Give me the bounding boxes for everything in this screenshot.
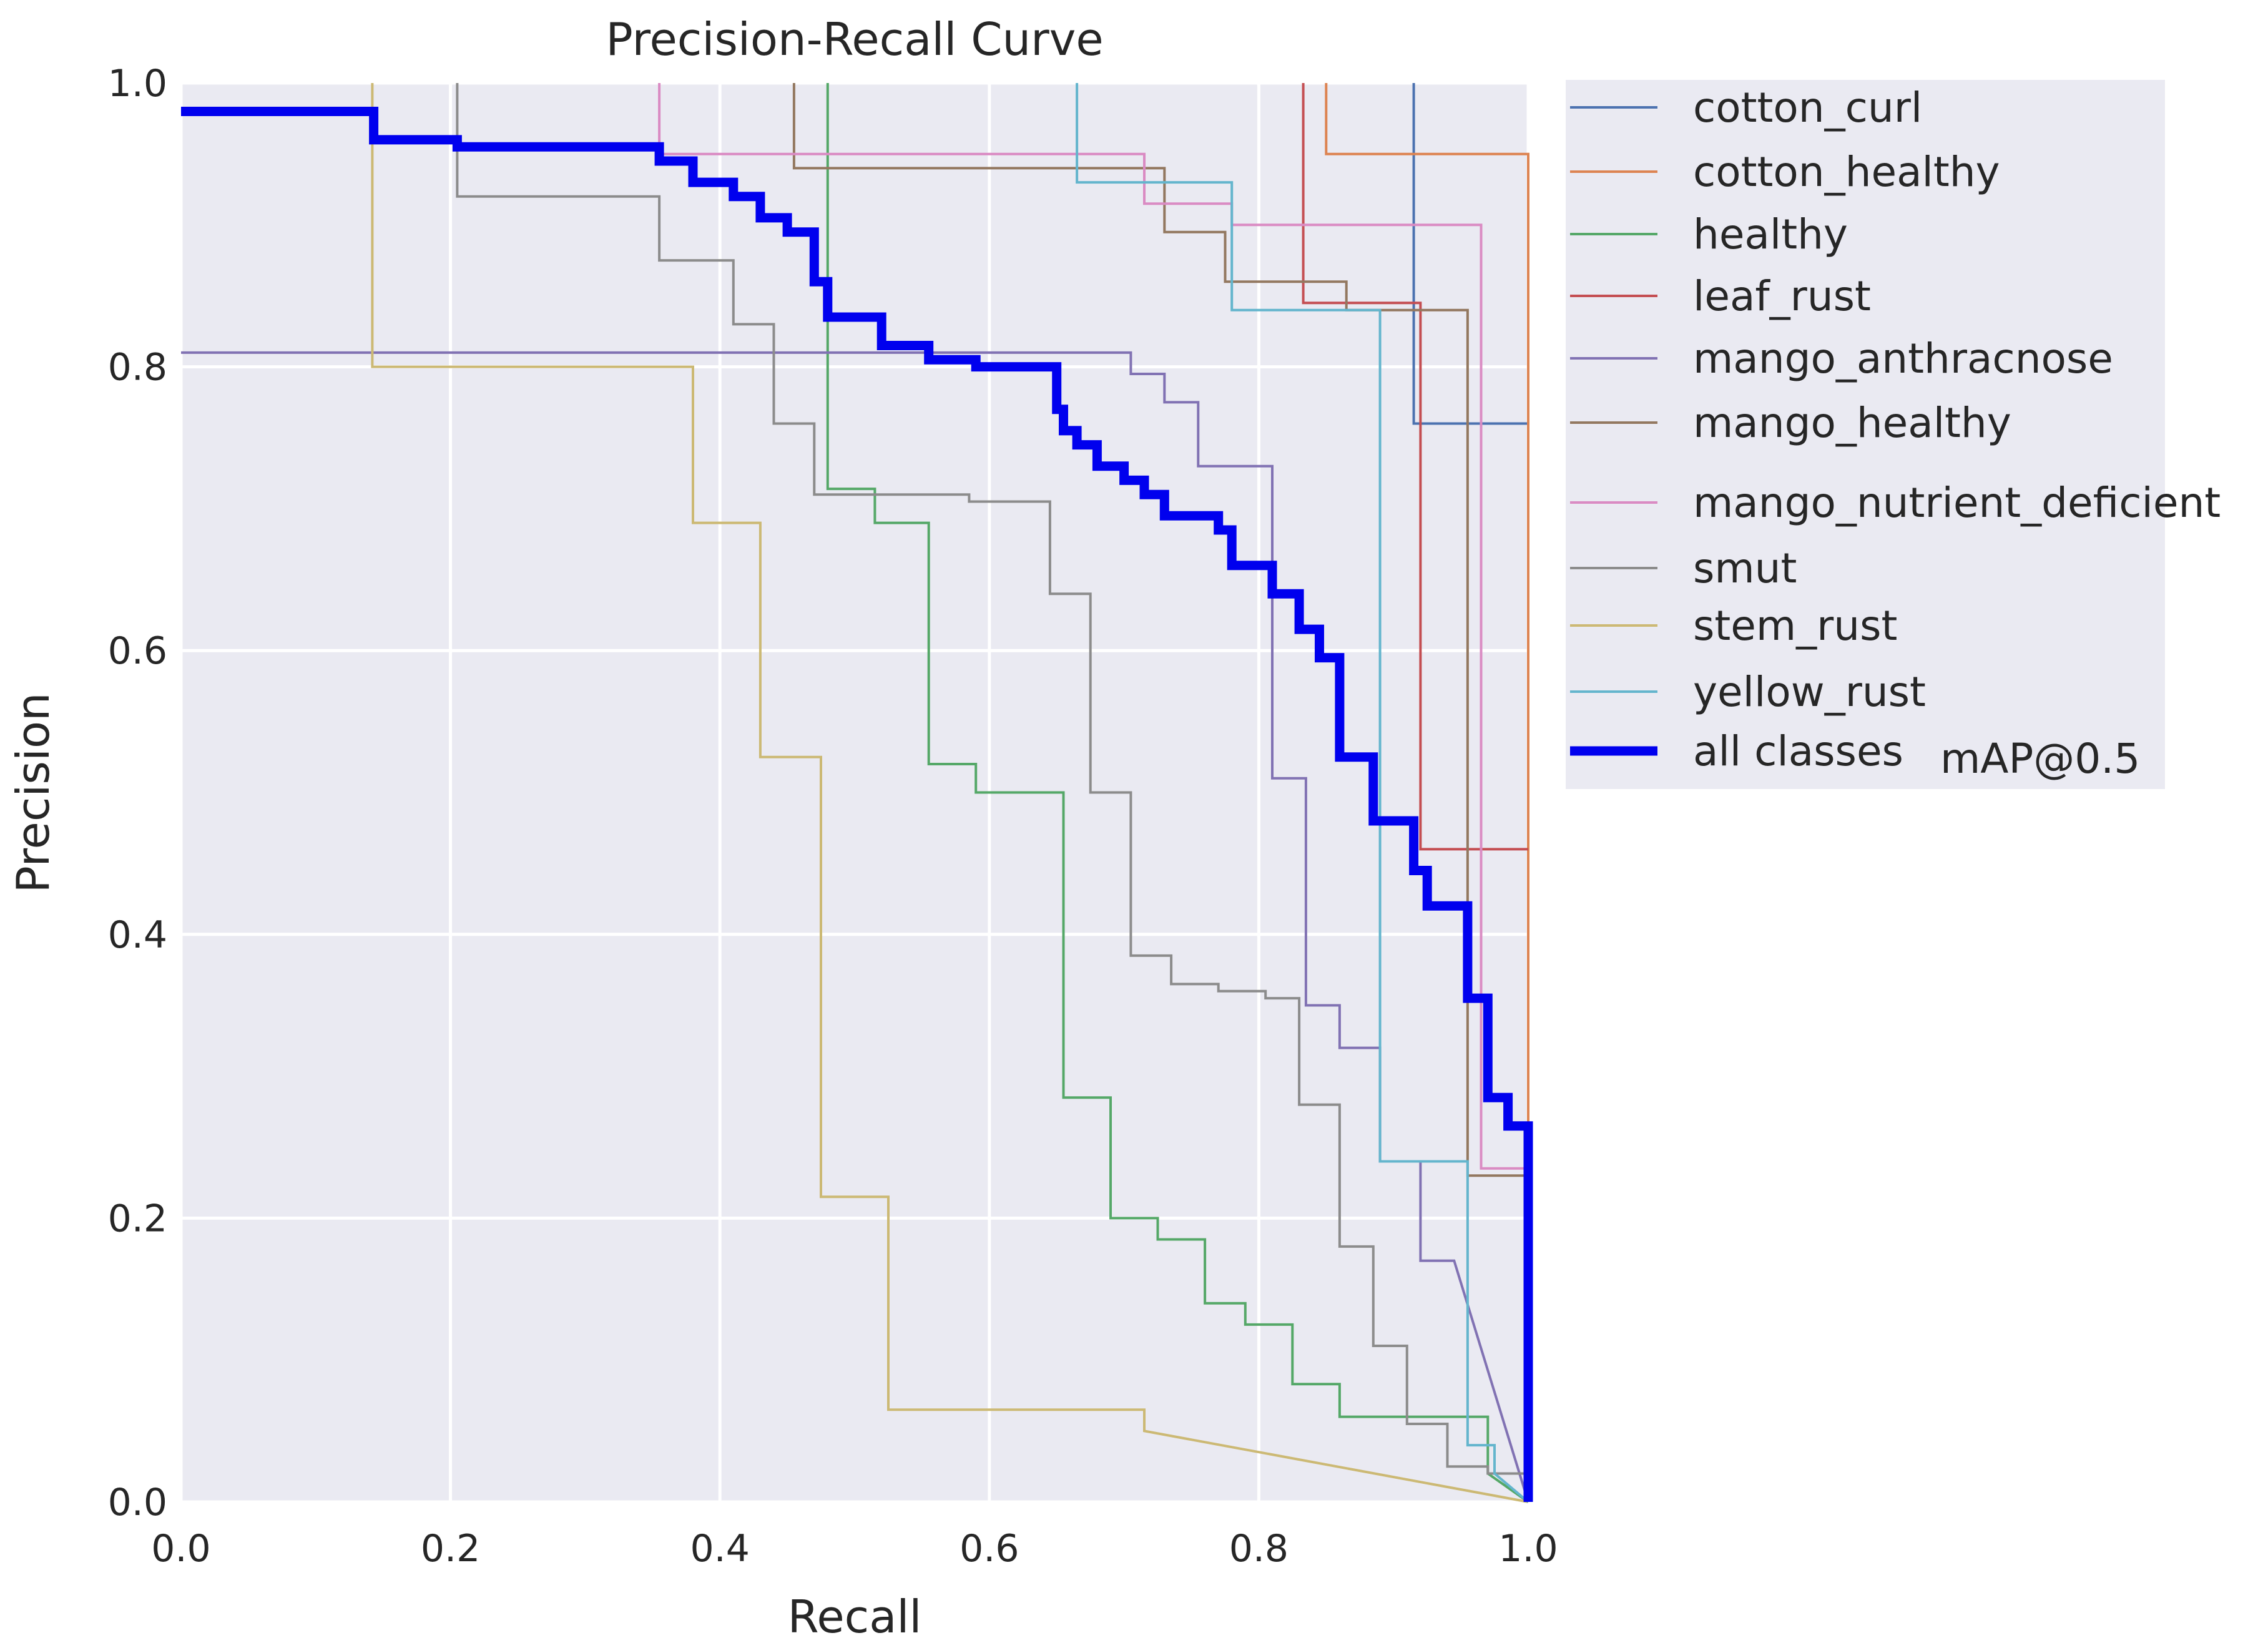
series-line-leaf-rust <box>1302 83 1528 851</box>
x-tick-label: 0.0 <box>151 1527 210 1571</box>
y-tick-label: 0.0 <box>108 1481 167 1524</box>
legend-label-stem-rust: stem_rust <box>1693 602 1897 650</box>
x-axis-label: Recall <box>788 1591 922 1643</box>
legend-label-cotton-curl: cotton_curl <box>1693 84 1922 132</box>
x-tick-label: 0.4 <box>690 1527 749 1571</box>
legend-label-leaf-rust: leaf_rust <box>1693 272 1871 320</box>
legend-map-label: mAP@0.5 <box>1940 735 2140 783</box>
series-line-cotton-healthy <box>1325 83 1529 1502</box>
y-tick-label: 0.8 <box>108 346 167 390</box>
series-line-smut <box>456 83 1529 1502</box>
x-tick-label: 0.6 <box>960 1527 1019 1571</box>
series-line-mango-healthy <box>792 83 1529 1502</box>
y-tick-label: 0.2 <box>108 1197 167 1240</box>
chart-title: Precision-Recall Curve <box>606 13 1103 66</box>
legend-background <box>1566 80 2165 789</box>
x-tick-label: 0.2 <box>421 1527 480 1571</box>
ticks-layer: 0.0 0.2 0.4 0.6 0.8 1.0 0.0 0.2 0.4 0.6 0.8 1.0 <box>108 62 1558 1571</box>
legend-label-cotton-healthy: cotton_healthy <box>1693 148 2000 196</box>
series-line-all-classes <box>181 107 1533 1502</box>
y-tick-label: 0.6 <box>108 629 167 673</box>
series-line-stem-rust <box>371 83 1529 1503</box>
legend-label-smut: smut <box>1693 544 1797 592</box>
legend-label-all-classes: all classes <box>1693 727 1903 775</box>
legend-label-healthy: healthy <box>1693 210 1848 258</box>
legend-label-mango-anthracnose: mango_anthracnose <box>1693 335 2113 383</box>
series-layer <box>181 83 1533 1503</box>
x-tick-label: 0.8 <box>1229 1527 1289 1571</box>
y-axis-label: Precision <box>7 692 59 893</box>
y-tick-label: 1.0 <box>108 62 167 105</box>
legend-label-mango-healthy: mango_healthy <box>1693 399 2011 447</box>
x-tick-label: 1.0 <box>1498 1527 1558 1571</box>
y-tick-label: 0.4 <box>108 913 167 957</box>
plot-area <box>181 83 1528 1502</box>
series-line-healthy <box>826 83 1529 1503</box>
legend-label-mango-nutrient-deficient: mango_nutrient_deficient <box>1693 479 2221 527</box>
series-line-yellow-rust <box>1076 83 1529 1503</box>
legend-label-yellow-rust: yellow_rust <box>1693 668 1926 716</box>
